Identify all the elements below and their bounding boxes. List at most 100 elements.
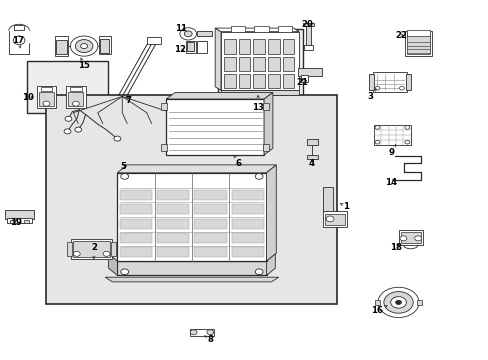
Bar — [194, 190, 226, 200]
Bar — [157, 204, 189, 214]
Bar — [224, 39, 235, 54]
Bar — [224, 57, 235, 71]
Bar — [120, 190, 152, 200]
Bar — [298, 68, 321, 76]
Text: 5: 5 — [121, 162, 126, 171]
Bar — [146, 37, 161, 44]
Bar — [194, 247, 226, 257]
Circle shape — [374, 86, 379, 90]
Circle shape — [383, 292, 412, 313]
Bar — [300, 75, 307, 82]
Bar — [157, 190, 189, 200]
Bar — [185, 41, 195, 53]
Bar — [231, 219, 264, 229]
Circle shape — [72, 101, 79, 106]
Circle shape — [70, 36, 98, 56]
Bar — [117, 173, 266, 261]
Bar — [189, 329, 214, 336]
Circle shape — [81, 44, 87, 49]
Bar — [157, 233, 189, 243]
Circle shape — [377, 287, 418, 318]
Text: 4: 4 — [308, 158, 314, 167]
Bar — [117, 261, 266, 275]
Text: 18: 18 — [389, 243, 401, 252]
Circle shape — [325, 216, 333, 222]
Bar — [120, 204, 152, 214]
Circle shape — [399, 236, 406, 241]
Bar — [267, 74, 279, 88]
Polygon shape — [117, 165, 276, 173]
Bar — [238, 57, 250, 71]
Polygon shape — [105, 277, 278, 282]
Circle shape — [13, 36, 25, 45]
Polygon shape — [108, 254, 117, 275]
Bar — [325, 214, 344, 225]
Circle shape — [404, 126, 409, 129]
Circle shape — [103, 251, 110, 256]
Bar — [404, 31, 431, 56]
Circle shape — [75, 127, 81, 132]
Polygon shape — [215, 28, 221, 90]
Bar — [55, 36, 68, 56]
Bar — [372, 72, 406, 92]
Circle shape — [255, 269, 263, 275]
Bar — [27, 61, 107, 113]
Bar — [197, 31, 211, 36]
Polygon shape — [266, 165, 276, 261]
Bar — [253, 39, 264, 54]
Text: 6: 6 — [234, 156, 241, 168]
Text: 7: 7 — [125, 95, 131, 104]
Bar — [306, 155, 317, 159]
Bar — [231, 190, 264, 200]
Polygon shape — [166, 93, 272, 99]
Polygon shape — [215, 28, 299, 32]
Text: 3: 3 — [367, 89, 375, 101]
Text: 19: 19 — [10, 217, 22, 227]
Circle shape — [190, 330, 197, 335]
Bar — [187, 42, 194, 51]
Bar — [306, 139, 317, 145]
Bar — [267, 57, 279, 71]
Bar — [10, 220, 15, 223]
Text: 8: 8 — [204, 335, 213, 344]
Bar — [161, 144, 167, 151]
Text: 2: 2 — [91, 243, 97, 258]
Bar — [14, 25, 24, 30]
Text: 17: 17 — [13, 36, 24, 48]
Bar — [305, 24, 311, 46]
Bar — [231, 233, 264, 243]
Text: 21: 21 — [296, 77, 307, 86]
Bar — [7, 218, 32, 223]
Circle shape — [114, 136, 121, 141]
Bar — [322, 187, 333, 212]
Bar — [267, 39, 279, 54]
Text: 22: 22 — [394, 31, 406, 40]
Circle shape — [121, 174, 128, 179]
Polygon shape — [264, 93, 272, 155]
Bar — [197, 41, 206, 53]
Bar — [120, 233, 152, 243]
Bar — [230, 26, 245, 32]
Bar — [238, 39, 250, 54]
Bar — [221, 90, 299, 95]
Text: 15: 15 — [78, 58, 90, 70]
Bar — [41, 87, 52, 91]
Bar — [398, 230, 422, 245]
Circle shape — [414, 236, 421, 241]
Bar — [67, 242, 72, 256]
Bar — [66, 86, 85, 108]
Circle shape — [404, 140, 409, 144]
Text: 13: 13 — [252, 95, 264, 112]
Bar — [194, 233, 226, 243]
Circle shape — [121, 269, 128, 275]
Polygon shape — [266, 254, 275, 275]
Circle shape — [255, 174, 263, 179]
Circle shape — [399, 86, 404, 90]
Bar — [416, 300, 421, 305]
Bar — [157, 219, 189, 229]
Bar — [282, 39, 294, 54]
Circle shape — [374, 126, 379, 129]
Circle shape — [180, 28, 196, 40]
Bar — [253, 74, 264, 88]
Bar — [304, 45, 312, 50]
